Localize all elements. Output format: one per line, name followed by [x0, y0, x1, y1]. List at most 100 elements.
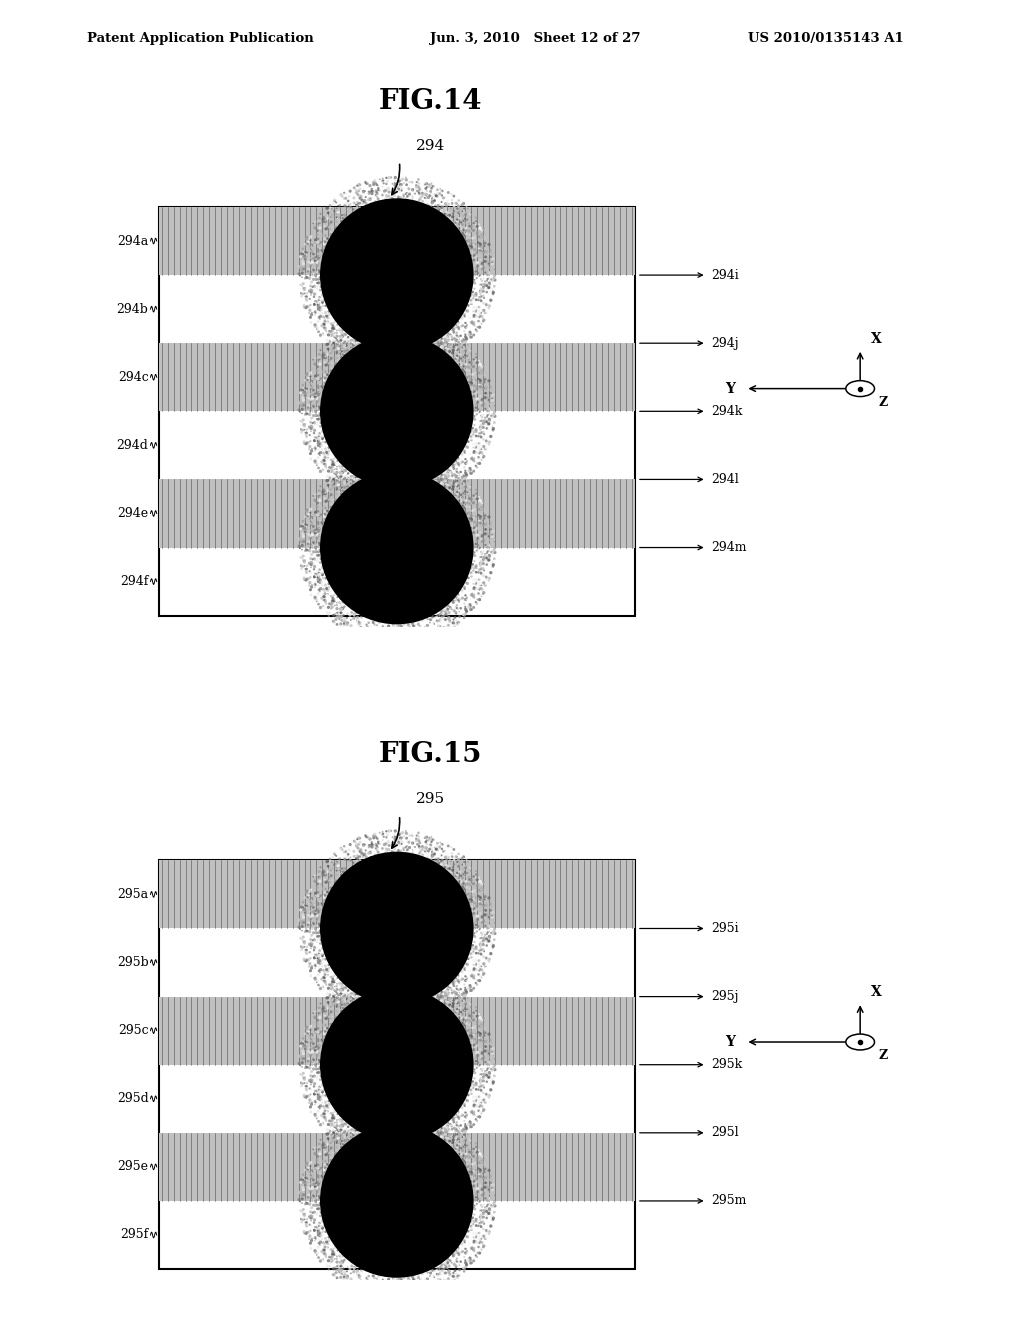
Point — [380, 1280, 396, 1302]
Point — [352, 185, 369, 206]
Point — [376, 183, 392, 205]
Point — [336, 459, 352, 480]
Point — [336, 999, 352, 1020]
Point — [468, 529, 484, 550]
Point — [347, 599, 364, 620]
Point — [454, 194, 470, 215]
Point — [436, 995, 453, 1016]
Point — [456, 1246, 472, 1267]
Point — [468, 936, 484, 957]
Point — [401, 1279, 418, 1300]
Point — [312, 368, 329, 389]
Point — [441, 341, 458, 362]
Point — [327, 1001, 343, 1022]
Point — [330, 602, 346, 623]
Point — [387, 1101, 403, 1122]
Point — [371, 1125, 387, 1146]
Point — [446, 874, 463, 895]
Point — [472, 234, 488, 255]
Point — [472, 928, 488, 949]
Point — [455, 469, 471, 490]
Point — [361, 345, 378, 366]
Point — [372, 970, 388, 991]
Point — [310, 1011, 327, 1032]
Point — [358, 986, 375, 1007]
Point — [365, 317, 381, 338]
Point — [446, 341, 463, 362]
Point — [475, 447, 492, 469]
Point — [357, 1097, 374, 1118]
Point — [451, 326, 467, 347]
Point — [445, 973, 462, 994]
Point — [356, 843, 373, 865]
Point — [413, 1002, 429, 1023]
Point — [307, 1172, 324, 1193]
Point — [332, 973, 348, 994]
Point — [310, 246, 327, 267]
Point — [459, 244, 475, 265]
Point — [457, 1146, 473, 1167]
Point — [464, 292, 480, 313]
Point — [458, 1119, 474, 1140]
Point — [368, 632, 384, 653]
Point — [410, 1106, 426, 1127]
Point — [385, 624, 401, 645]
Point — [325, 1105, 341, 1126]
Point — [360, 326, 377, 347]
Point — [449, 466, 465, 487]
Point — [484, 389, 501, 411]
Point — [421, 1008, 437, 1030]
Point — [388, 1130, 404, 1151]
Point — [418, 1276, 434, 1298]
Point — [402, 490, 419, 511]
Point — [424, 1123, 440, 1144]
Point — [466, 1059, 482, 1080]
Point — [386, 1274, 402, 1295]
Point — [407, 466, 423, 487]
Point — [372, 492, 388, 513]
Point — [475, 573, 492, 594]
Point — [467, 227, 483, 248]
Point — [347, 326, 364, 347]
Point — [411, 180, 427, 201]
Point — [367, 318, 383, 339]
Point — [321, 215, 337, 236]
Point — [466, 587, 482, 609]
Point — [412, 451, 428, 473]
Point — [325, 1107, 341, 1129]
Point — [366, 961, 382, 982]
Point — [446, 1270, 463, 1291]
Point — [336, 605, 352, 626]
Point — [323, 865, 339, 886]
Point — [437, 343, 454, 364]
Point — [403, 821, 420, 842]
Point — [458, 326, 474, 347]
Point — [435, 851, 452, 873]
Point — [297, 1222, 313, 1243]
Point — [474, 1184, 490, 1205]
Point — [318, 1032, 335, 1053]
Point — [369, 828, 385, 849]
Point — [427, 195, 443, 216]
Point — [340, 350, 356, 371]
Point — [322, 486, 338, 507]
Point — [423, 1104, 439, 1125]
Point — [310, 246, 327, 267]
Point — [404, 620, 421, 642]
Point — [422, 458, 438, 479]
Point — [423, 445, 439, 466]
Point — [417, 619, 433, 640]
Point — [302, 906, 318, 927]
Point — [366, 1261, 382, 1282]
Point — [447, 330, 464, 351]
Point — [299, 1193, 315, 1214]
Point — [411, 449, 427, 470]
Point — [337, 338, 353, 359]
Point — [475, 1100, 492, 1121]
Point — [445, 195, 462, 216]
Point — [333, 994, 349, 1015]
Point — [431, 847, 447, 869]
Point — [449, 978, 465, 999]
Point — [429, 1109, 445, 1130]
Point — [375, 960, 391, 981]
